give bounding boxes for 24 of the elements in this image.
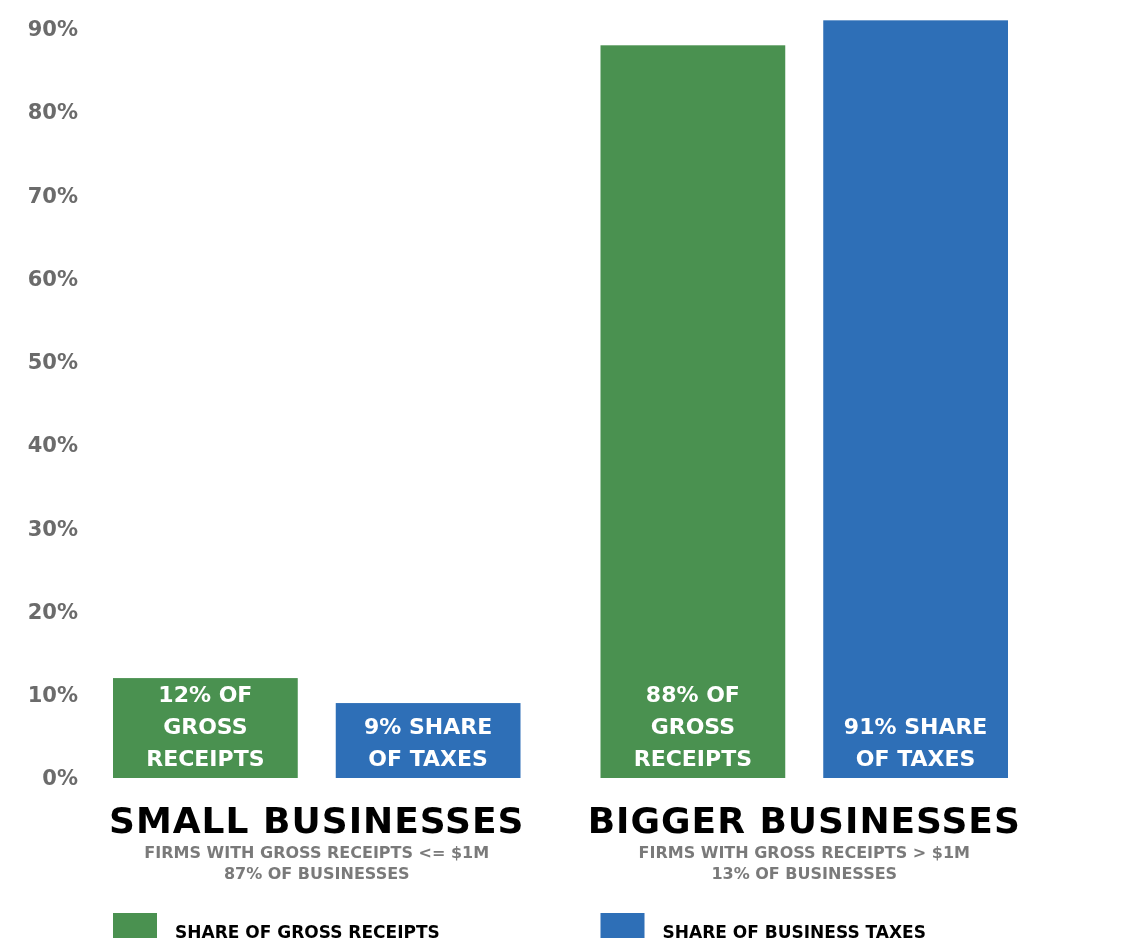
data-label: 88% OF GROSS RECEIPTS [633,682,753,771]
bar [823,20,1008,778]
x-tick-label: SMALL BUSINESSES [109,800,525,841]
y-tick-label: 90% [27,17,78,41]
y-tick-label: 20% [27,599,78,624]
legend-label: SHARE OF GROSS RECEIPTS [175,922,440,942]
y-tick-label: 80% [27,100,78,125]
text: FIRMS WITH GROSS RECEIPTS <= $1M [144,843,490,862]
text: FIRMS WITH GROSS RECEIPTS > $1M [638,843,970,862]
y-tick-label: 10% [27,683,78,708]
text: 87% OF BUSINESSES [223,864,410,883]
bar [600,45,786,778]
data-label: 9% SHARE OF TAXES [363,714,493,771]
legend-label: SHARE OF BUSINESS TAXES [662,922,926,942]
y-tick-label: 30% [27,516,78,541]
y-tick-label: 40% [27,433,78,458]
x-tick-label: BIGGER BUSINESSES [587,800,1021,841]
y-tick-label: 60% [27,266,78,291]
y-tick-label: 50% [27,350,78,375]
y-tick-label: 70% [27,183,78,208]
text: 13% OF BUSINESSES [711,864,898,883]
y-tick-label: 0% [42,766,78,791]
data-label: 91% SHARE OF TAXES [843,714,988,771]
data-label: 12% OF GROSS RECEIPTS [146,682,265,771]
